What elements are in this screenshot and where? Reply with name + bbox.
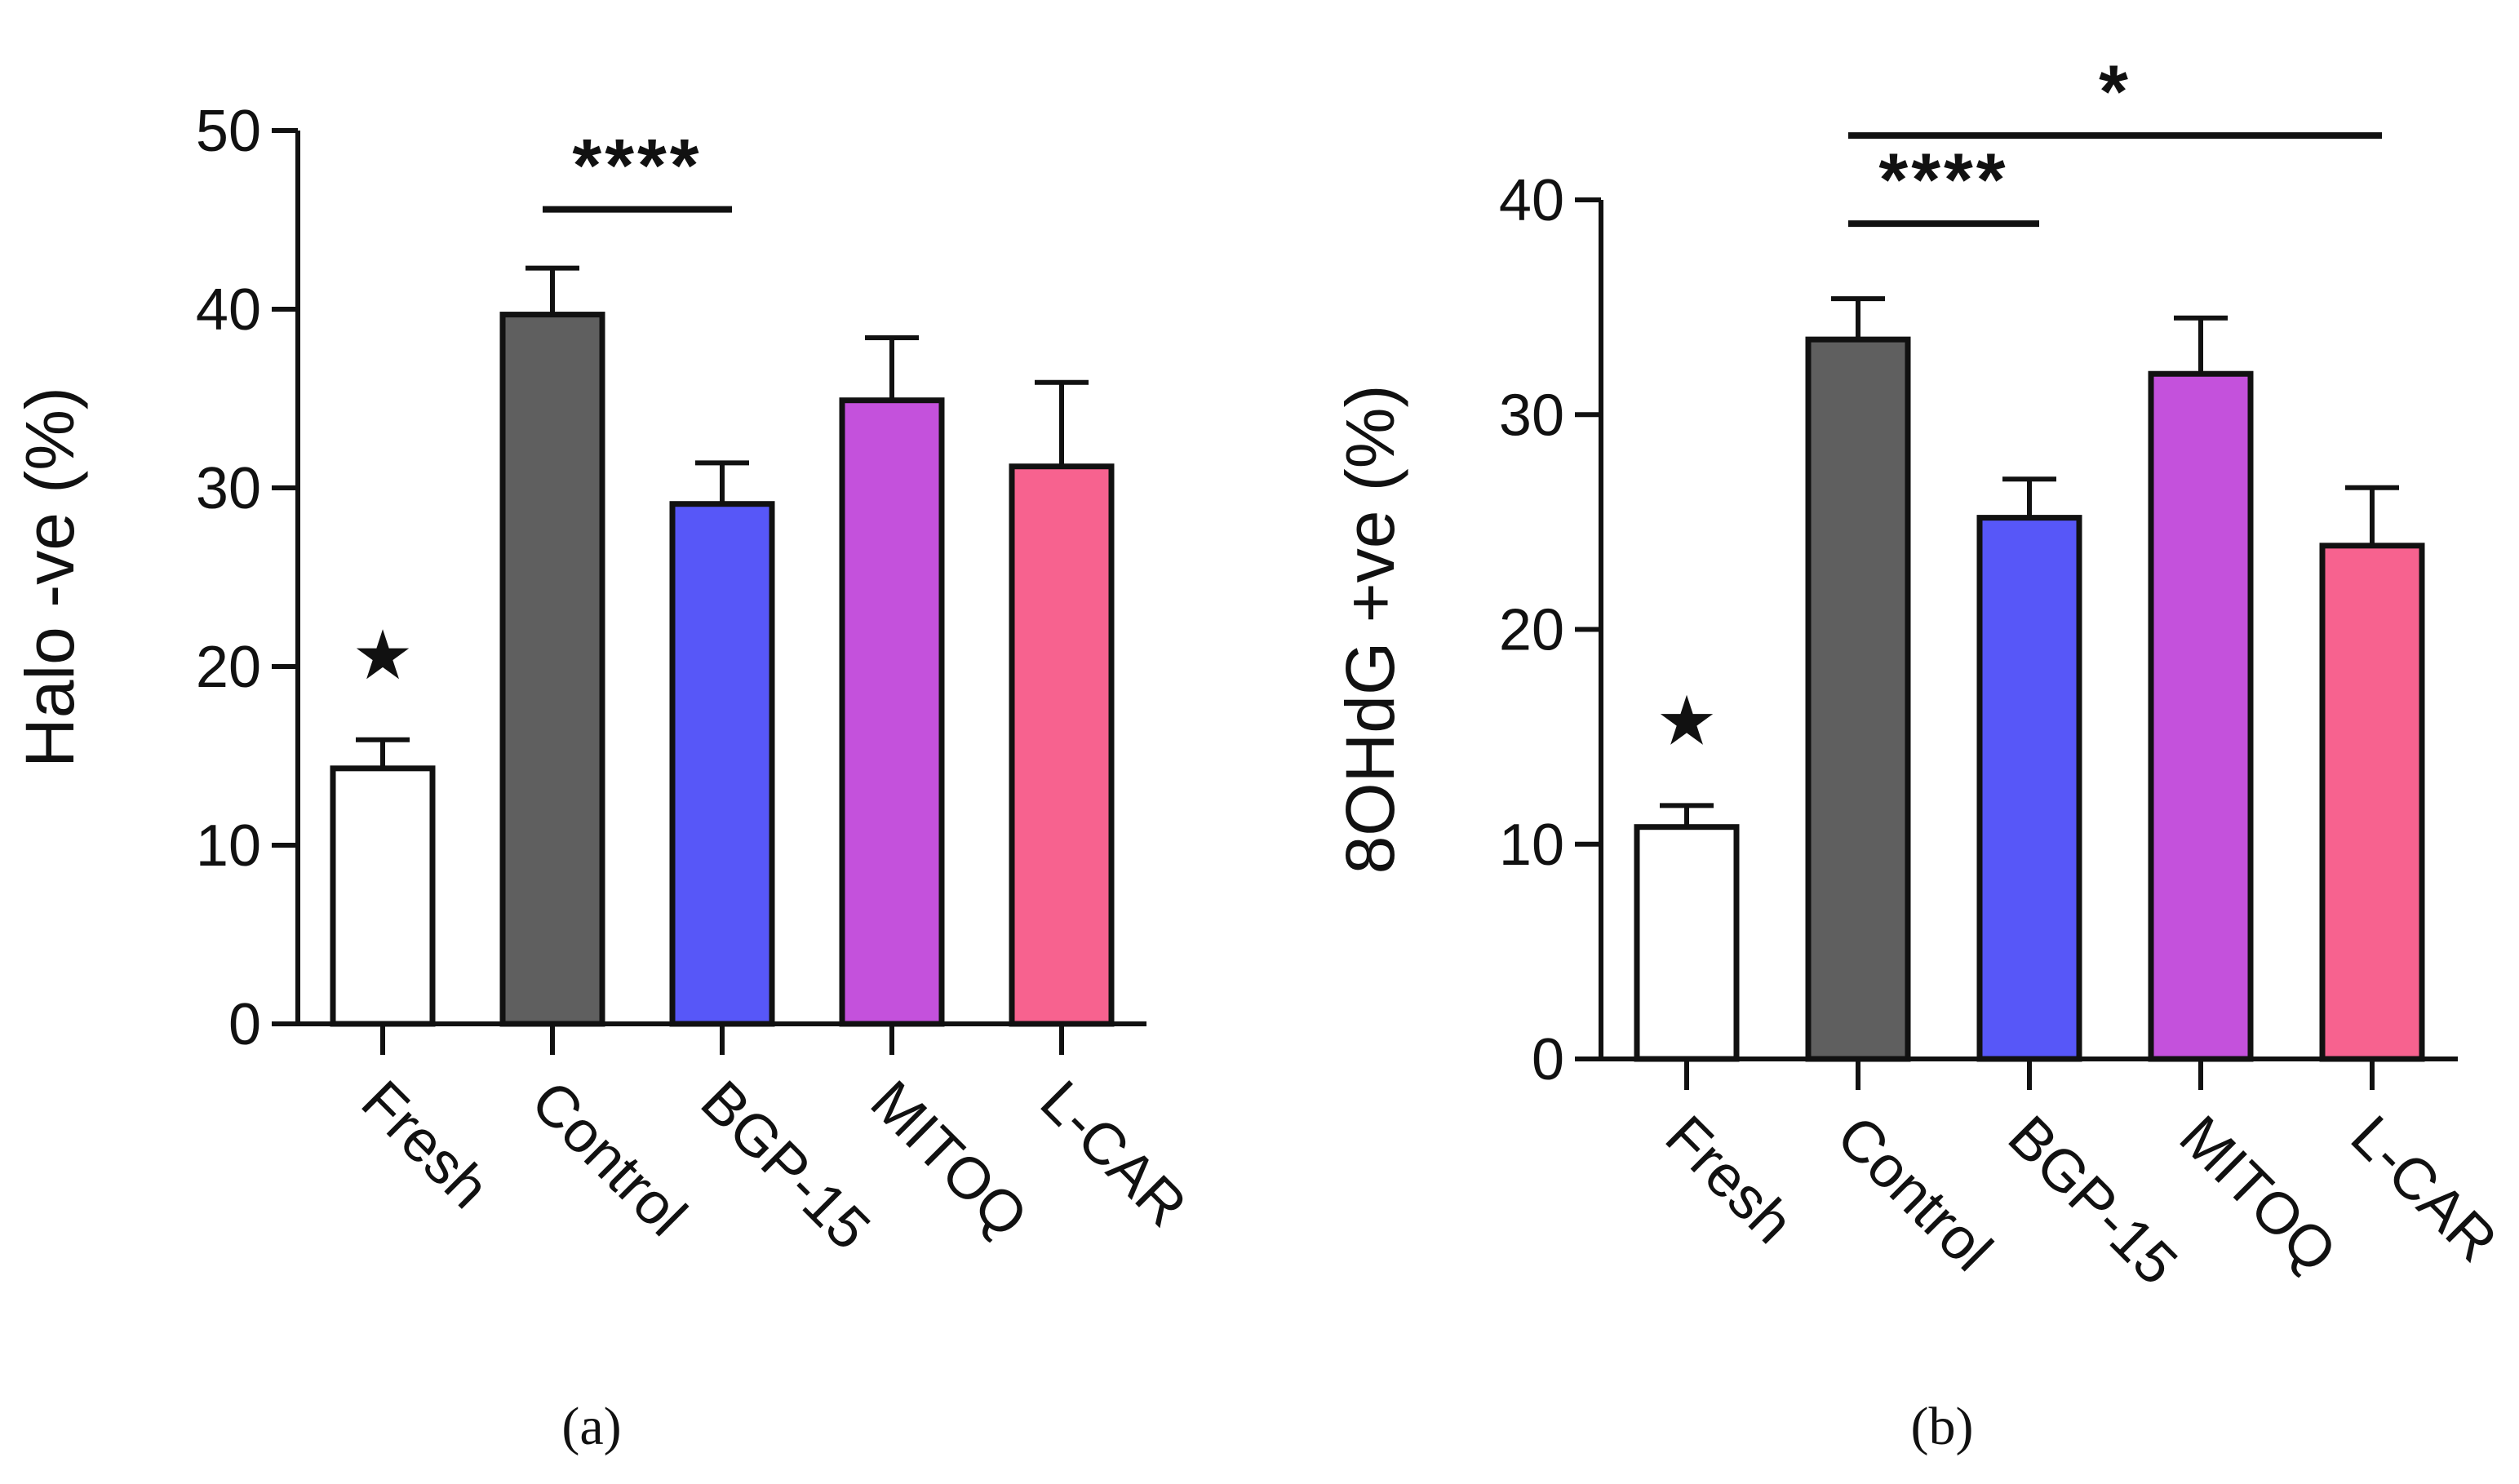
panel-label: (b) — [1911, 1397, 1974, 1456]
y-tick-label: 30 — [1499, 383, 1564, 448]
category-label: L-CAR — [2339, 1104, 2509, 1274]
y-tick-label: 40 — [196, 277, 261, 343]
bar-mitoq — [2148, 370, 2254, 1062]
bar-bgp-15 — [1976, 515, 2082, 1062]
y-tick-label: 20 — [196, 635, 261, 700]
chart-panel-a: 0 10 20 30 40 50 Halo -ve (%) Fresh ControlBGP-1… — [11, 99, 1199, 1456]
chart-panel-b: 0 10 20 30 40 8OHdG +ve (%) Fresh ControlBGP-15… — [1332, 51, 2509, 1456]
category-label: BGP-15 — [689, 1069, 883, 1263]
category-label: Fresh — [1653, 1104, 1806, 1256]
panel-label: (a) — [561, 1397, 621, 1456]
category-label: BGP-15 — [1996, 1104, 2190, 1298]
bar-fresh — [1634, 824, 1740, 1062]
significance-label: **** — [1878, 139, 2008, 222]
star-marker: ★ — [352, 615, 413, 695]
category-label: Control — [1825, 1104, 2005, 1284]
category-label: Fresh — [349, 1069, 502, 1221]
bar-mitoq — [839, 397, 945, 1027]
category-label: Control — [519, 1069, 699, 1249]
y-tick-label: 0 — [1532, 1027, 1564, 1092]
y-axis-label: 8OHdG +ve (%) — [1332, 385, 1408, 875]
y-axis-label: Halo -ve (%) — [11, 387, 88, 768]
star-marker: ★ — [1656, 680, 1717, 760]
bar-l-car — [1009, 463, 1115, 1027]
y-tick-label: 30 — [196, 456, 261, 521]
y-tick-label: 10 — [1499, 813, 1564, 878]
y-tick-label: 0 — [228, 992, 261, 1057]
significance-label: * — [2099, 51, 2131, 134]
y-tick-label: 20 — [1499, 598, 1564, 663]
bar-l-car — [2319, 543, 2425, 1062]
bar-control — [1805, 336, 1911, 1062]
y-tick-label: 40 — [1499, 168, 1564, 233]
category-label: MITOQ — [2167, 1104, 2349, 1286]
category-label: L-CAR — [1028, 1069, 1199, 1239]
bar-bgp-15 — [669, 501, 775, 1027]
y-tick-label: 50 — [196, 99, 261, 164]
bar-fresh — [330, 765, 436, 1027]
bar-control — [499, 312, 605, 1027]
significance-label: **** — [572, 125, 702, 208]
y-tick-label: 10 — [196, 813, 261, 879]
category-label: MITOQ — [858, 1069, 1040, 1251]
